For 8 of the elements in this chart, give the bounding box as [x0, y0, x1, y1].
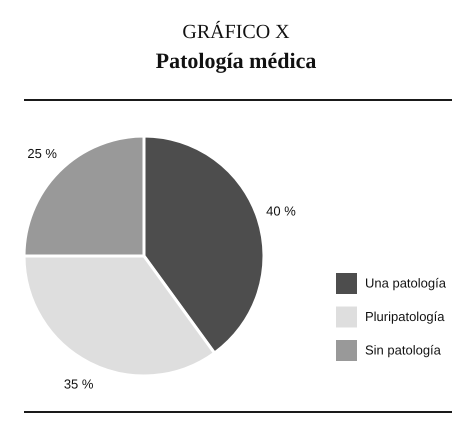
legend-label: Sin patología — [365, 342, 442, 358]
data-label: 35 % — [64, 376, 94, 392]
data-label: 40 % — [266, 204, 296, 218]
legend-label: Pluripatología — [365, 309, 446, 324]
chart-subtitle: Patología médica — [156, 48, 316, 73]
chart-title: GRÁFICO X — [182, 20, 290, 43]
legend-label: Una patología — [365, 276, 447, 290]
data-label: 25 % — [27, 146, 58, 162]
